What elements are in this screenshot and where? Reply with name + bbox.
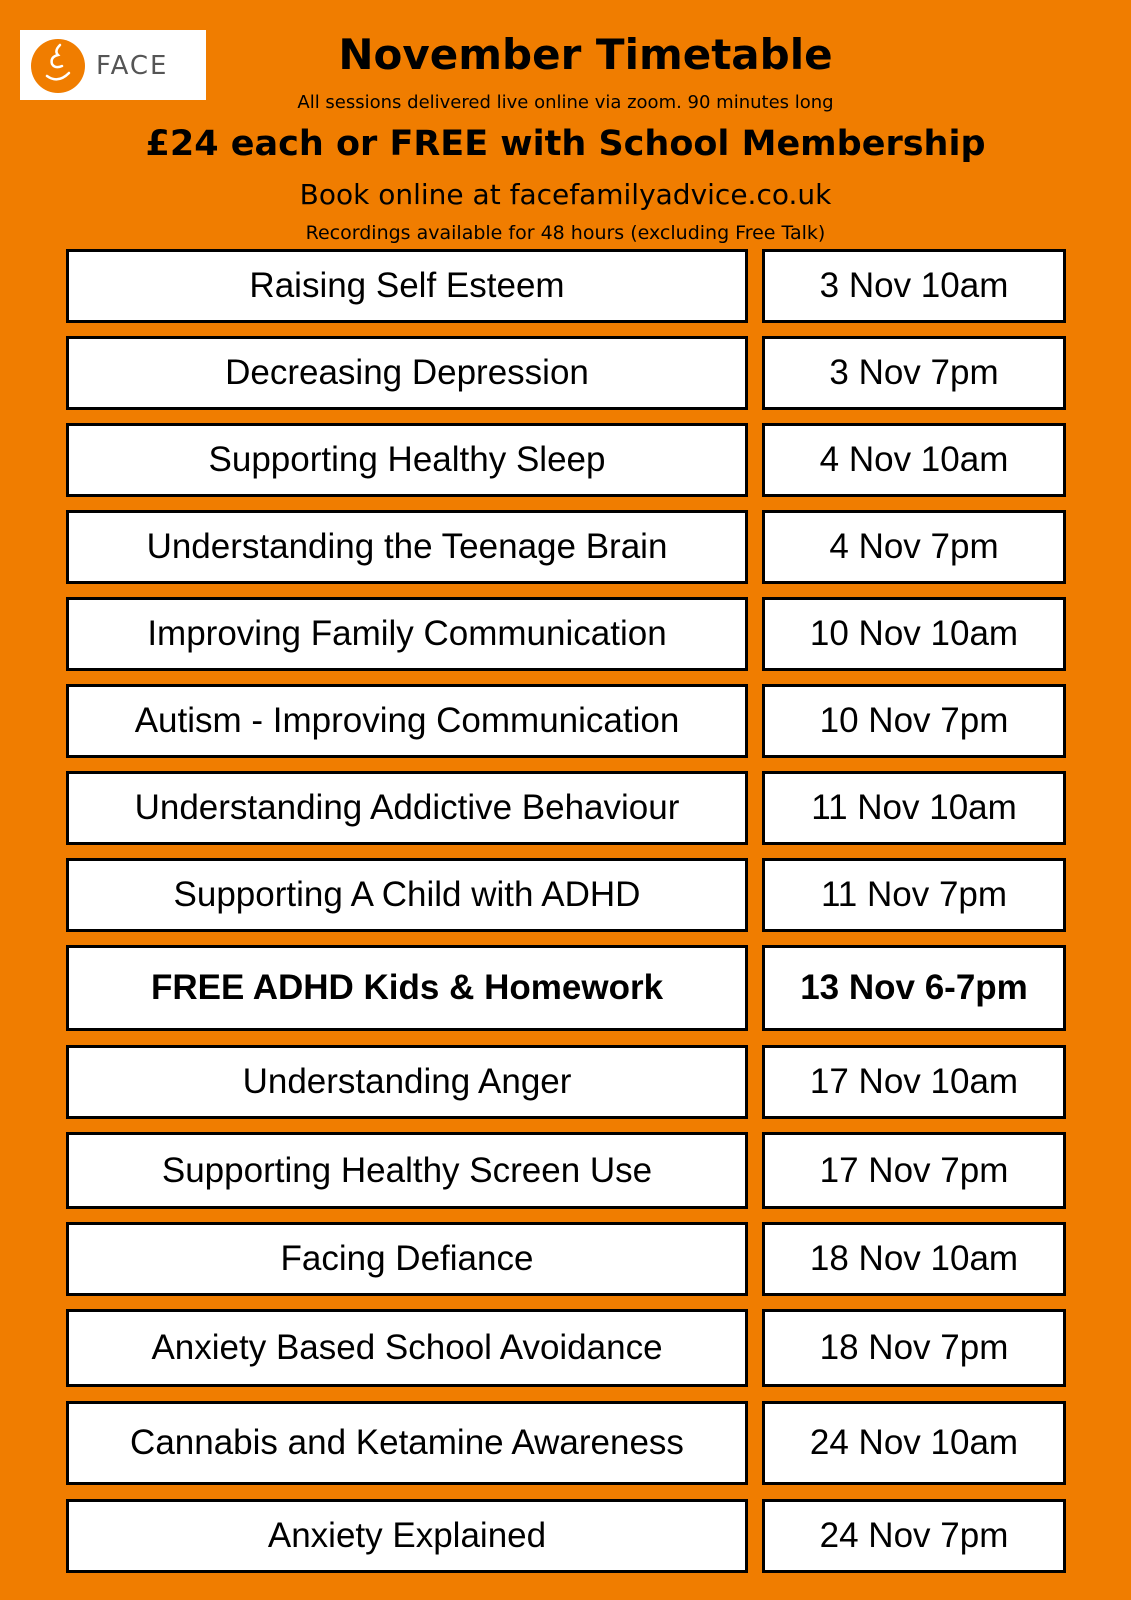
price-note: £24 each or FREE with School Membership: [145, 124, 986, 164]
session-title: Anxiety Based School Avoidance: [66, 1309, 748, 1387]
session-title: Facing Defiance: [66, 1222, 748, 1296]
session-title: FREE ADHD Kids & Homework: [66, 945, 748, 1031]
session-title: Cannabis and Ketamine Awareness: [66, 1401, 748, 1485]
session-time: 18 Nov 7pm: [762, 1309, 1066, 1387]
session-time: 4 Nov 10am: [762, 423, 1066, 497]
face-logo: FACE: [20, 30, 206, 100]
session-time: 10 Nov 7pm: [762, 684, 1066, 758]
delivery-note: All sessions delivered live online via z…: [297, 92, 834, 113]
session-time: 18 Nov 10am: [762, 1222, 1066, 1296]
session-title: Supporting A Child with ADHD: [66, 858, 748, 932]
session-time: 17 Nov 7pm: [762, 1132, 1066, 1209]
session-time: 11 Nov 7pm: [762, 858, 1066, 932]
session-title: Autism - Improving Communication: [66, 684, 748, 758]
session-title: Supporting Healthy Screen Use: [66, 1132, 748, 1209]
session-time: 10 Nov 10am: [762, 597, 1066, 671]
session-time: 24 Nov 7pm: [762, 1499, 1066, 1573]
session-title: Raising Self Esteem: [66, 249, 748, 323]
face-logo-icon: FACE: [31, 39, 168, 93]
session-time: 24 Nov 10am: [762, 1401, 1066, 1485]
session-time: 4 Nov 7pm: [762, 510, 1066, 584]
svg-text:FACE: FACE: [96, 51, 168, 81]
session-title: Supporting Healthy Sleep: [66, 423, 748, 497]
booking-note: Book online at facefamilyadvice.co.uk: [299, 178, 832, 211]
session-time: 3 Nov 10am: [762, 249, 1066, 323]
session-title: Improving Family Communication: [66, 597, 748, 671]
session-time: 13 Nov 6-7pm: [762, 945, 1066, 1031]
page-title: November Timetable: [338, 30, 833, 79]
session-title: Understanding Anger: [66, 1045, 748, 1119]
session-title: Understanding the Teenage Brain: [66, 510, 748, 584]
recordings-note: Recordings available for 48 hours (exclu…: [305, 222, 826, 244]
session-time: 11 Nov 10am: [762, 771, 1066, 845]
session-title: Understanding Addictive Behaviour: [66, 771, 748, 845]
session-time: 3 Nov 7pm: [762, 336, 1066, 410]
session-title: Anxiety Explained: [66, 1499, 748, 1573]
session-title: Decreasing Depression: [66, 336, 748, 410]
session-time: 17 Nov 10am: [762, 1045, 1066, 1119]
